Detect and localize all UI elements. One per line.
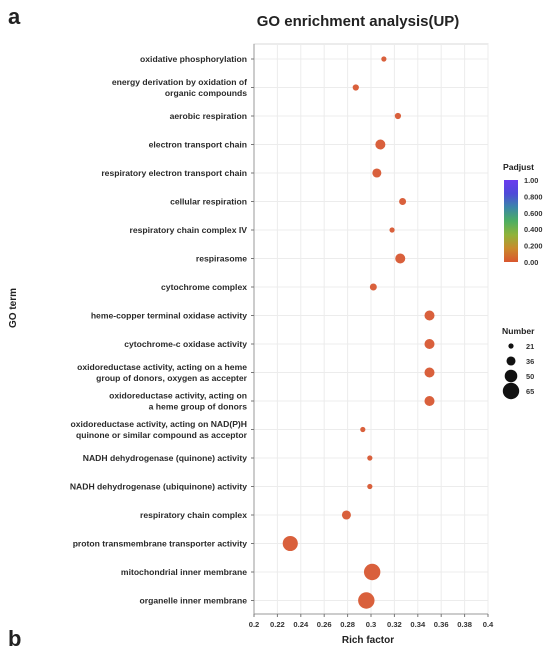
number-legend-label: 36 — [526, 357, 534, 366]
number-legend-dot — [504, 369, 518, 383]
padjust-tick-label: 0.200 — [524, 242, 543, 251]
enrichment-point — [395, 253, 406, 264]
enrichment-point — [352, 84, 359, 91]
number-legend-title: Number — [502, 326, 535, 336]
number-legend-dot — [502, 382, 520, 400]
go-term-label: oxidative phosphorylation — [140, 54, 247, 64]
enrichment-point — [424, 338, 435, 350]
go-term-label: oxidoreductase activity, acting on NAD(P… — [70, 419, 247, 429]
go-term-label: organic compounds — [165, 88, 247, 98]
enrichment-points — [282, 56, 435, 609]
x-tick-label: 0.3 — [366, 620, 377, 629]
go-term-label: oxidoreductase activity, acting on a hem… — [77, 362, 247, 372]
grid-lines — [253, 44, 489, 614]
x-tick-label: 0.4 — [483, 620, 494, 629]
x-tick-label: 0.38 — [457, 620, 472, 629]
go-term-label: respirasome — [196, 254, 247, 264]
number-legend-label: 21 — [526, 342, 534, 351]
padjust-colorbar — [504, 180, 518, 262]
enrichment-point — [363, 563, 381, 581]
x-tick-label: 0.32 — [387, 620, 402, 629]
panel-letter-a: a — [8, 4, 21, 29]
go-term-label: quinone or similar compound as acceptor — [76, 430, 248, 440]
padjust-legend-title: Padjust — [503, 162, 534, 172]
go-term-label: cellular respiration — [170, 197, 247, 207]
x-axis-title: Rich factor — [342, 635, 394, 646]
go-term-label: respiratory chain complex IV — [130, 225, 248, 235]
number-legend-dot — [506, 356, 516, 366]
go-term-label: organelle inner membrane — [140, 596, 248, 606]
enrichment-point — [282, 535, 298, 552]
enrichment-point — [394, 112, 402, 120]
chart-title: GO enrichment analysis(UP) — [257, 13, 460, 30]
padjust-tick-label: 1.00 — [524, 176, 538, 185]
go-term-label: energy derivation by oxidation of — [112, 77, 247, 87]
padjust-tick-label: 0.00 — [524, 258, 538, 267]
enrichment-point — [367, 455, 373, 461]
go-term-label: proton transmembrane transporter activit… — [73, 539, 248, 549]
enrichment-point — [399, 198, 407, 205]
number-legend-label: 50 — [526, 372, 534, 381]
x-tick-label: 0.24 — [293, 620, 309, 629]
x-tick-label: 0.22 — [270, 620, 285, 629]
go-term-label: mitochondrial inner membrane — [121, 567, 247, 577]
go-term-label: respiratory chain complex — [140, 510, 247, 520]
go-term-label: cytochrome complex — [161, 282, 247, 292]
go-term-labels: oxidative phosphorylation energy derivati… — [70, 54, 254, 606]
go-term-label: cytochrome-c oxidase activity — [124, 339, 247, 349]
enrichment-point — [372, 168, 382, 178]
x-tick-label: 0.26 — [317, 620, 332, 629]
go-term-label: respiratory electron transport chain — [101, 168, 247, 178]
number-legend-dot — [508, 343, 514, 349]
padjust-tick-label: 0.800 — [524, 192, 543, 201]
number-legend: Number 21 36 50 65 — [502, 326, 535, 400]
go-term-label: NADH dehydrogenase (quinone) activity — [83, 453, 247, 463]
enrichment-point — [389, 227, 395, 233]
x-tick-label: 0.28 — [340, 620, 355, 629]
go-term-label: oxidoreductase activity, acting on — [109, 391, 247, 401]
enrichment-point — [381, 56, 387, 62]
enrichment-point — [375, 139, 386, 150]
enrichment-point — [369, 283, 377, 291]
go-term-label: a heme group of donors — [149, 402, 248, 412]
x-tick-label: 0.36 — [434, 620, 449, 629]
go-term-label: heme-copper terminal oxidase activity — [91, 311, 247, 321]
enrichment-point — [358, 592, 375, 609]
enrichment-point — [341, 510, 351, 520]
y-axis-title: GO term — [8, 288, 19, 328]
padjust-tick-label: 0.600 — [524, 209, 543, 218]
padjust-legend-ticks: 1.00 0.800 0.600 0.400 0.200 0.00 — [518, 176, 543, 267]
go-term-label: electron transport chain — [149, 140, 247, 150]
enrichment-point — [424, 310, 435, 321]
enrichment-point — [367, 483, 373, 490]
go-term-label: aerobic respiration — [170, 111, 247, 121]
go-term-label: NADH dehydrogenase (ubiquinone) activity — [70, 482, 247, 492]
go-term-label: group of donors, oxygen as accepter — [96, 373, 248, 383]
number-legend-items: 21 36 50 65 — [502, 342, 534, 400]
panel-letter-b: b — [8, 626, 21, 646]
x-tick-label: 0.2 — [249, 620, 260, 629]
x-tick-label: 0.34 — [410, 620, 426, 629]
x-axis: 0.2 0.22 0.24 0.26 0.28 0.3 0.32 0.34 0.36 0.38 0.… — [249, 44, 494, 629]
number-legend-label: 65 — [526, 387, 534, 396]
padjust-tick-label: 0.400 — [524, 225, 543, 234]
padjust-legend: Padjust 1.00 0.800 0.600 0.400 0.200 0.00 — [503, 162, 543, 267]
enrichment-point — [360, 426, 366, 433]
enrichment-point — [424, 367, 435, 378]
enrichment-point — [424, 395, 435, 407]
